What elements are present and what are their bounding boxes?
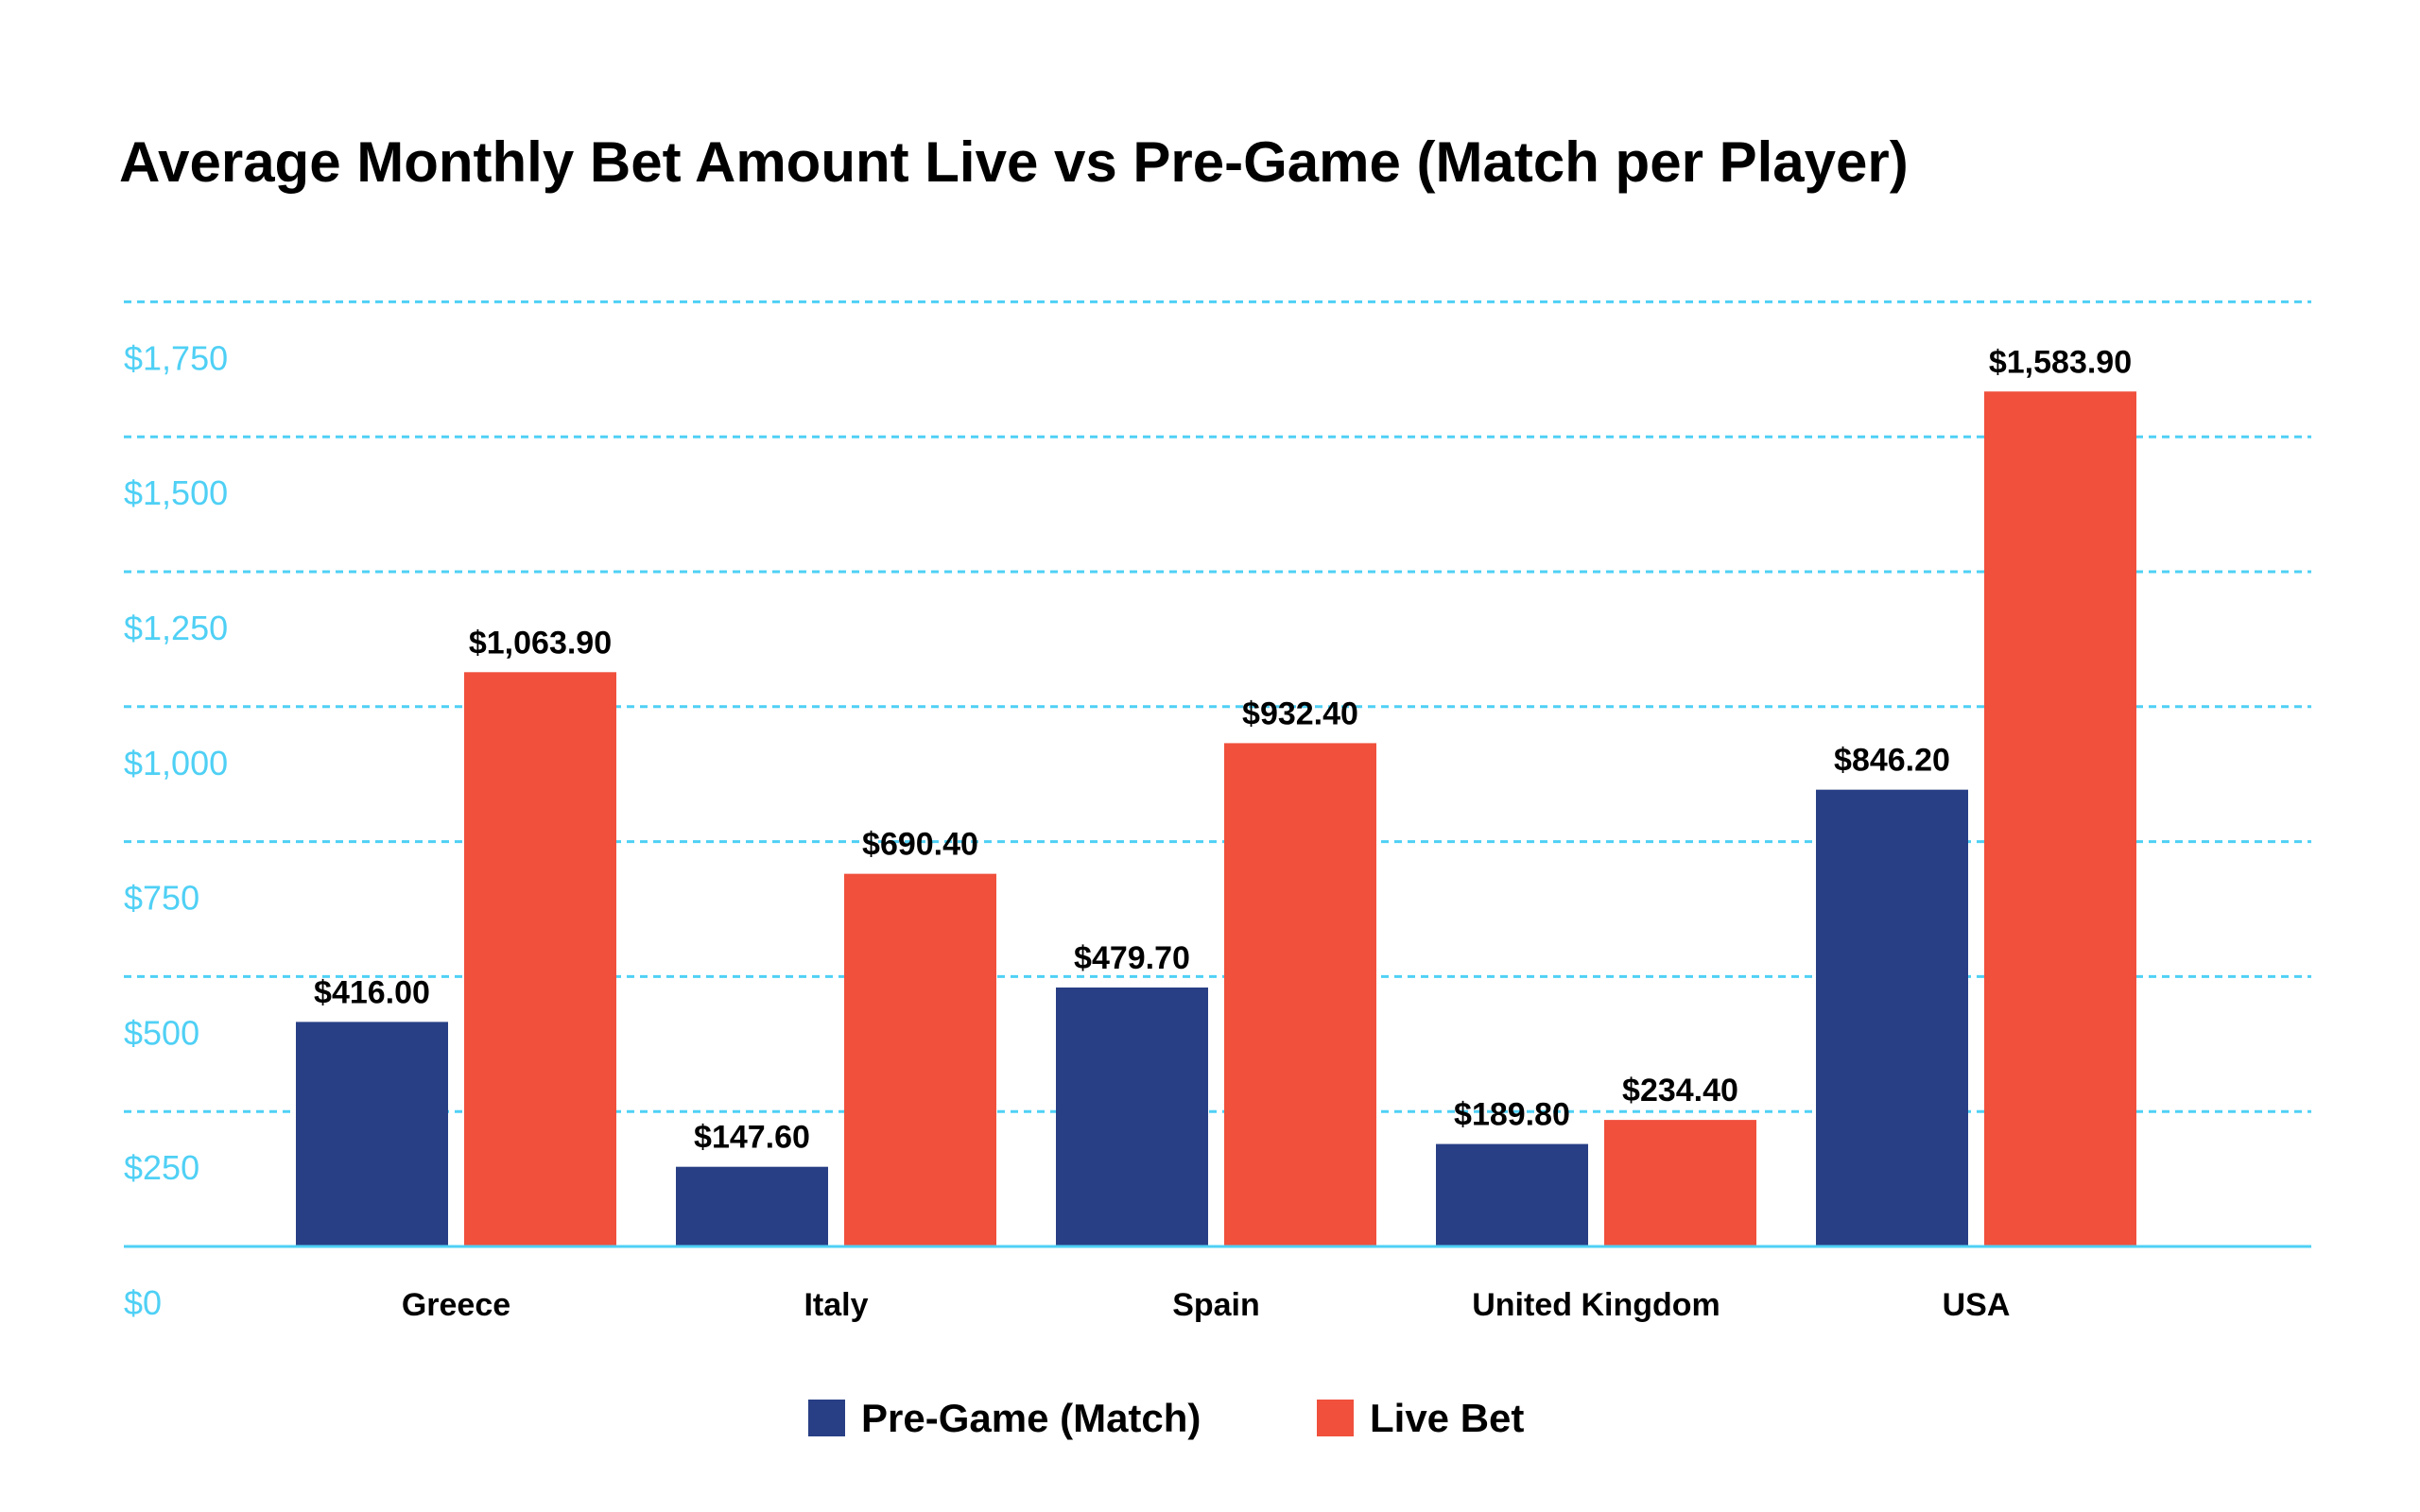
legend-swatch-live-bet — [1317, 1400, 1354, 1436]
y-tick-label: $750 — [124, 879, 199, 918]
y-axis-ticks: $0 $250 $500 $750 $1,000 $1,250 $1,500 $1,750 — [124, 338, 228, 1322]
y-tick-label: $500 — [124, 1013, 199, 1052]
bar-pre-game — [1056, 987, 1208, 1246]
data-label: $234.40 — [1622, 1073, 1738, 1108]
legend-label-live-bet: Live Bet — [1370, 1396, 1524, 1440]
y-tick-label: $1,500 — [124, 473, 228, 512]
bars: $416.00 $1,063.90 $147.60 $690.40 $479.70 $93… — [296, 344, 2136, 1246]
x-tick-label: Italy — [804, 1287, 868, 1323]
bar-live-bet — [1984, 391, 2136, 1246]
chart-title: Average Monthly Bet Amount Live vs Pre-G… — [119, 130, 1909, 194]
x-tick-label: USA — [1943, 1287, 2011, 1323]
data-label: $690.40 — [862, 827, 978, 863]
data-label: $1,063.90 — [469, 625, 612, 661]
data-label: $147.60 — [694, 1120, 810, 1156]
bar-live-bet — [464, 672, 616, 1246]
bar-live-bet — [1604, 1120, 1756, 1246]
x-tick-label: United Kingdom — [1472, 1287, 1720, 1323]
bar-live-bet — [844, 873, 996, 1246]
gridlines — [124, 300, 2311, 1113]
legend: Pre-Game (Match) Live Bet — [808, 1396, 1524, 1440]
bar-live-bet — [1224, 743, 1376, 1246]
bar-pre-game — [296, 1022, 448, 1246]
data-label: $1,583.90 — [1989, 344, 2132, 380]
data-label: $416.00 — [314, 974, 430, 1010]
bar-pre-game — [1816, 789, 1968, 1246]
x-tick-label: Greece — [402, 1287, 510, 1323]
y-tick-label: $1,000 — [124, 744, 228, 782]
data-label: $189.80 — [1454, 1097, 1570, 1133]
legend-label-pre-game: Pre-Game (Match) — [861, 1396, 1201, 1440]
y-tick-label: $0 — [124, 1283, 162, 1322]
bar-pre-game — [1436, 1143, 1588, 1246]
data-label: $846.20 — [1834, 743, 1950, 779]
data-label: $932.40 — [1242, 696, 1358, 731]
x-axis-ticks: Greece Italy Spain United Kingdom USA — [402, 1287, 2011, 1323]
x-tick-label: Spain — [1172, 1287, 1260, 1323]
data-label: $479.70 — [1074, 940, 1190, 976]
y-tick-label: $1,750 — [124, 338, 228, 377]
y-tick-label: $250 — [124, 1148, 199, 1187]
legend-swatch-pre-game — [808, 1400, 845, 1436]
y-tick-label: $1,250 — [124, 609, 228, 647]
bar-pre-game — [676, 1166, 828, 1246]
